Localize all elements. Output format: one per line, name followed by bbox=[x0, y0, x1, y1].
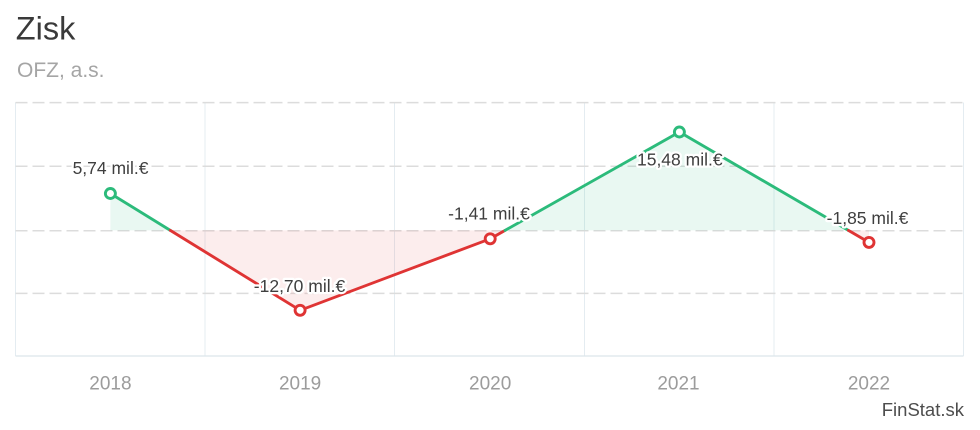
svg-text:2019: 2019 bbox=[279, 374, 321, 395]
svg-text:15,48 mil.€: 15,48 mil.€ bbox=[637, 149, 723, 169]
svg-text:2018: 2018 bbox=[89, 374, 131, 395]
svg-text:-12,70 mil.€: -12,70 mil.€ bbox=[254, 276, 346, 296]
svg-text:2022: 2022 bbox=[848, 374, 890, 395]
svg-text:OFZ, a.s.: OFZ, a.s. bbox=[17, 59, 105, 82]
svg-text:5,74 mil.€: 5,74 mil.€ bbox=[73, 158, 149, 178]
svg-text:2020: 2020 bbox=[469, 374, 511, 395]
svg-text:2021: 2021 bbox=[657, 374, 699, 395]
svg-text:-1,85 mil.€: -1,85 mil.€ bbox=[827, 208, 909, 228]
svg-text:Zisk: Zisk bbox=[16, 11, 76, 47]
svg-text:FinStat.sk: FinStat.sk bbox=[882, 399, 965, 420]
svg-text:-1,41 mil.€: -1,41 mil.€ bbox=[448, 203, 530, 223]
